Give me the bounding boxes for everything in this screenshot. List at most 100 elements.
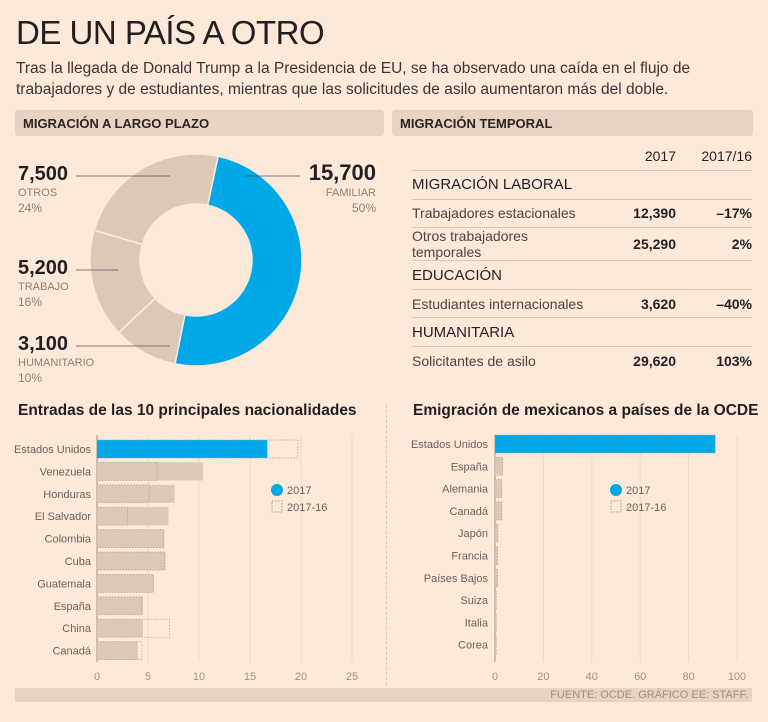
row-change: 2% <box>676 227 752 261</box>
slice-label-humanitario: 3,100 HUMANITARIO 10% <box>18 333 94 385</box>
bar-2017 <box>495 568 498 587</box>
col-header-2017: 2017 <box>644 148 676 165</box>
slice-pct: 50% <box>351 201 376 215</box>
temporary-table: 2017 2017/16 MIGRACIÓN LABORAL Trabajador… <box>412 142 752 376</box>
category-row: HUMANITARIA <box>412 317 752 347</box>
x-tick-label: 0 <box>94 671 100 683</box>
x-tick-label: 40 <box>586 671 598 683</box>
table-row: Solicitantes de asilo 29,620 103% <box>412 346 752 376</box>
category-row: EDUCACIÓN <box>412 260 752 290</box>
bar-2017 <box>97 619 143 638</box>
legend-label-2017-16: 2017-16 <box>626 502 666 514</box>
chart-title-right: Emigración de mexicanos a países de la O… <box>413 402 759 419</box>
donut-slice-familiar <box>174 155 303 367</box>
bar-2017-16 <box>494 456 504 476</box>
category-label: Suiza <box>460 595 488 607</box>
row-label: Trabajadores estacionales <box>412 198 596 228</box>
category-label: Corea <box>458 640 489 652</box>
bar-2017-16 <box>96 439 299 459</box>
temporary-header: MIGRACIÓN TEMPORAL <box>392 110 753 136</box>
slice-name: FAMILIAR <box>325 187 376 199</box>
bar-2017 <box>495 546 498 565</box>
category-label: Cuba <box>65 556 92 568</box>
legend-label-2017: 2017 <box>287 485 311 497</box>
row-change: 103% <box>676 346 752 376</box>
bar-2017-16 <box>494 635 497 655</box>
bar-2017-16 <box>494 613 497 632</box>
slice-value: 7,500 <box>18 163 69 185</box>
bar-2017-16 <box>96 462 158 481</box>
row-label: Otros trabajadores temporales <box>412 227 596 261</box>
slice-value: 15,700 <box>308 160 376 185</box>
category-label: Venezuela <box>40 466 92 478</box>
subtitle: Tras la llegada de Donald Trump a la Pre… <box>16 60 691 98</box>
x-tick-label: 5 <box>145 671 151 683</box>
slice-pct: 24% <box>18 201 43 215</box>
category-label: Países Bajos <box>424 573 489 585</box>
slice-value: 5,200 <box>18 257 69 279</box>
page-title: DE UN PAÍS A OTRO <box>16 14 325 51</box>
bar-2017-16 <box>96 551 165 571</box>
table-row: Trabajadores estacionales 12,390 –17% <box>412 198 752 228</box>
bar-2017-16 <box>96 529 164 548</box>
bar-2017 <box>97 596 143 615</box>
bar-2017-16 <box>494 501 503 521</box>
bar-2017 <box>97 574 155 593</box>
slice-label-otros: 7,500 OTROS 24% <box>18 163 68 215</box>
row-value: 3,620 <box>596 288 676 318</box>
row-value: 25,290 <box>596 227 676 261</box>
category-label: Canadá <box>449 506 488 518</box>
bar-chart-left: 0 5 10 15 20 25 Estados Unidos Venezuela Hondura… <box>14 435 358 683</box>
divider <box>386 405 387 685</box>
bar-2017 <box>97 484 175 503</box>
slice-value: 3,100 <box>18 333 69 355</box>
category-label: España <box>54 601 92 613</box>
x-tick-label: 20 <box>295 671 307 683</box>
category-label: Canadá <box>52 646 91 658</box>
bar-2017 <box>97 507 169 526</box>
bar-2017 <box>495 635 497 654</box>
category-label: Italia <box>465 617 489 629</box>
table-row: Estudiantes internacionales 3,620 –40% <box>412 288 752 318</box>
legend-label-2017-16: 2017-16 <box>287 502 327 514</box>
bar-2017-16 <box>494 590 497 610</box>
category-label: Estados Unidos <box>411 439 489 451</box>
x-tick-label: 80 <box>682 671 694 683</box>
bar-2017-16 <box>96 596 143 616</box>
bar-2017-16 <box>494 434 716 454</box>
slice-pct: 10% <box>18 371 43 385</box>
row-label: Solicitantes de asilo <box>412 346 596 376</box>
bar-2017-16 <box>96 484 150 504</box>
table-row: Otros trabajadores temporales 25,290 2% <box>412 227 752 261</box>
bar-2017 <box>97 462 204 481</box>
bar-2017-16 <box>494 546 499 565</box>
x-tick-label: 0 <box>492 671 498 683</box>
bar-2017 <box>97 529 165 548</box>
bar-2017-16 <box>96 574 154 593</box>
slice-name: HUMANITARIO <box>18 357 95 369</box>
slice-label-trabajo: 5,200 TRABAJO 16% <box>18 257 69 309</box>
category-label: Colombia <box>45 534 92 546</box>
bar-2017-16 <box>494 523 499 543</box>
legend-marker-2017 <box>610 484 622 496</box>
x-tick-label: 100 <box>728 671 746 683</box>
category-label: El Salvador <box>35 511 92 523</box>
row-label: Estudiantes internacionales <box>412 288 596 318</box>
legend-marker-2017-16 <box>610 500 622 513</box>
bar-2017 <box>495 479 502 498</box>
category-label: Francia <box>451 551 489 563</box>
category-label: Japón <box>458 528 488 540</box>
slice-pct: 16% <box>18 295 43 309</box>
x-tick-label: 10 <box>193 671 205 683</box>
row-value: 29,620 <box>596 346 676 376</box>
category-label: China <box>62 623 92 635</box>
donut-slice-otros <box>93 153 219 246</box>
bar-2017 <box>495 435 716 453</box>
category-row: MIGRACIÓN LABORAL <box>412 170 752 200</box>
row-change: –40% <box>676 288 752 318</box>
bar-2017 <box>97 552 166 570</box>
x-tick-label: 20 <box>537 671 549 683</box>
bar-2017 <box>495 457 503 476</box>
category-label: España <box>451 461 489 473</box>
bar-2017 <box>495 524 498 543</box>
